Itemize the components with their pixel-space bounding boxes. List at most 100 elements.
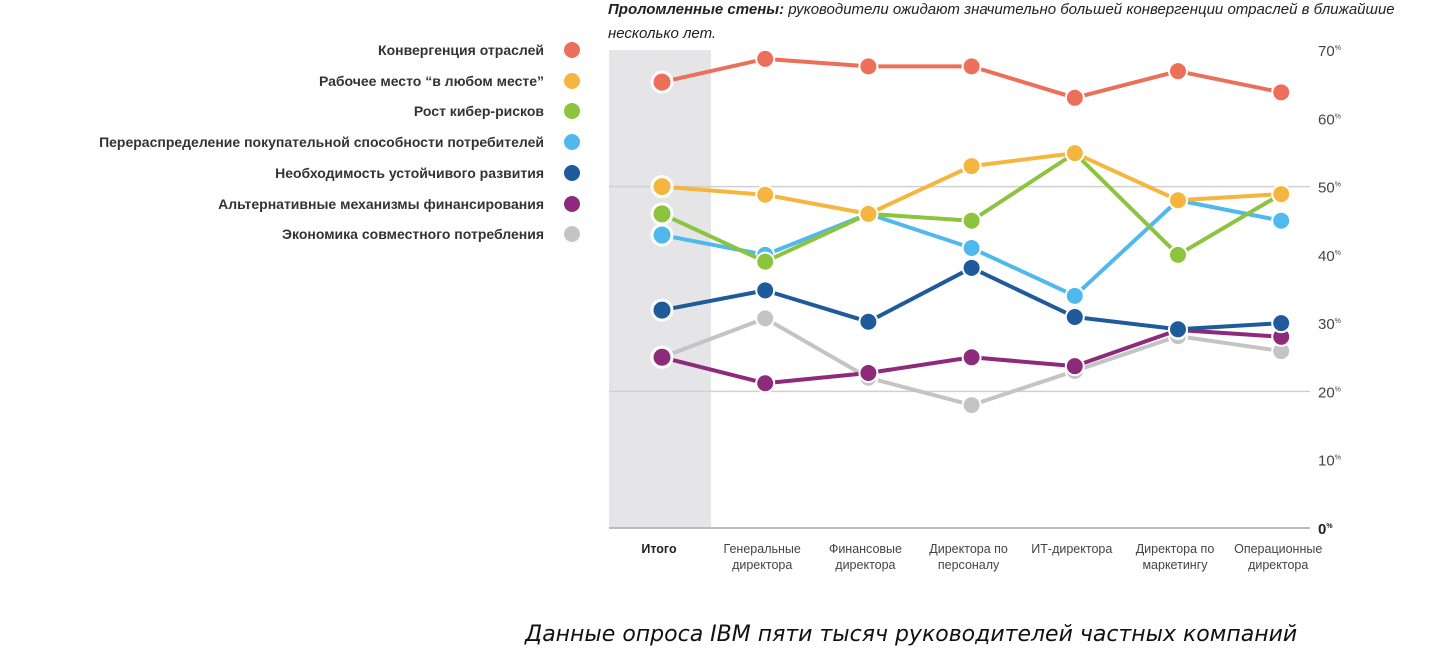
x-tick-label: ИТ-директора <box>1031 542 1112 556</box>
data-point <box>650 223 674 247</box>
x-tick-label-line: Генеральные <box>724 542 801 556</box>
data-point <box>858 362 879 383</box>
data-point <box>961 210 982 231</box>
legend-dot-icon <box>564 72 580 89</box>
y-tick-label: 40% <box>1318 248 1341 265</box>
x-tick-label: Генеральные директора <box>724 542 801 572</box>
chart-title-rest: руководители ожидают значительно большей… <box>608 1 1395 42</box>
data-point <box>650 202 674 226</box>
y-tick-suffix: % <box>1335 182 1341 189</box>
data-point <box>755 184 776 205</box>
legend-dot-icon <box>564 226 580 243</box>
chart-title: Проломленные стены: руководители ожидают… <box>608 0 1428 46</box>
series-3 <box>650 190 1292 306</box>
legend-item: Необходимость устойчивого развития <box>275 163 580 183</box>
data-point <box>961 257 982 278</box>
y-tick-suffix: % <box>1335 45 1341 52</box>
y-tick-label: 50% <box>1318 180 1341 197</box>
y-tick-suffix: % <box>1335 386 1341 393</box>
data-point <box>1271 184 1292 205</box>
data-point <box>1168 319 1188 340</box>
legend-label: Рабочее место “в любом месте” <box>318 72 544 89</box>
x-tick-label-line: директора <box>1248 558 1308 572</box>
data-point <box>1064 306 1085 327</box>
data-point <box>1271 210 1292 231</box>
x-tick-label-line: Директора по <box>929 542 1008 556</box>
series-0 <box>650 48 1292 108</box>
data-point <box>1064 285 1085 306</box>
data-point <box>858 203 879 224</box>
x-tick-label-line: ИТ-директора <box>1031 542 1112 556</box>
y-tick-label: 0% <box>1318 521 1333 538</box>
legend-label: Экономика совместного потребления <box>282 226 544 243</box>
data-point <box>755 48 776 69</box>
x-tick-label-line: персоналу <box>938 558 1000 572</box>
data-point <box>961 56 982 77</box>
series-1 <box>650 143 1292 224</box>
data-point <box>650 298 674 322</box>
data-point <box>755 373 776 394</box>
y-tick-label: 20% <box>1318 384 1341 401</box>
data-point <box>1168 190 1188 211</box>
highlight-band-total <box>609 50 711 528</box>
x-tick-label: Итого <box>641 542 677 556</box>
x-tick-label-line: Итого <box>641 542 677 556</box>
legend-item: Рабочее место “в любом месте” <box>319 71 580 91</box>
data-point <box>1064 356 1085 377</box>
data-point <box>1064 87 1085 108</box>
legend-dot-icon <box>564 103 580 120</box>
x-tick-label: Директора по персоналу <box>929 542 1008 572</box>
legend-item: Конвергенция отраслей <box>378 40 580 60</box>
data-point <box>961 156 982 177</box>
y-tick-label: 10% <box>1318 453 1341 470</box>
data-point <box>961 238 982 259</box>
data-point <box>858 56 879 77</box>
y-tick-suffix: % <box>1335 113 1341 120</box>
y-tick-label: 30% <box>1318 316 1341 333</box>
x-tick-label-line: Финансовые <box>829 542 902 556</box>
legend-item: Экономика совместного потребления <box>282 224 580 244</box>
chart-title-bold: Проломленные стены: <box>608 1 785 18</box>
data-point <box>755 280 776 301</box>
data-point <box>961 347 982 368</box>
series-4 <box>650 257 1292 340</box>
data-point <box>858 311 879 332</box>
legend-label: Перераспределение покупательной способно… <box>99 134 544 151</box>
y-tick-suffix: % <box>1335 318 1341 325</box>
legend-item: Альтернативные механизмы финансирования <box>218 194 580 214</box>
legend-dot-icon <box>564 42 580 58</box>
data-point <box>1064 143 1085 164</box>
legend-dot-icon <box>564 195 580 212</box>
legend-item: Перераспределение покупательной способно… <box>99 132 580 152</box>
x-tick-label: Финансовые директора <box>829 542 902 572</box>
data-point <box>650 175 674 199</box>
data-point <box>1271 82 1292 103</box>
legend-label: Рост кибер-рисков <box>413 103 544 120</box>
legend-label: Необходимость устойчивого развития <box>275 164 544 181</box>
x-tick-label-line: Операционные <box>1234 542 1322 556</box>
x-tick-label-line: Директора по <box>1136 542 1215 556</box>
y-tick-suffix: % <box>1335 455 1341 462</box>
x-tick-label-line: маркетингу <box>1142 558 1208 572</box>
data-point <box>650 70 674 94</box>
caption: Данные опроса IBM пяти тысяч руководител… <box>525 622 1298 647</box>
x-tick-label-line: директора <box>732 558 792 572</box>
legend-dot-icon <box>564 134 580 151</box>
y-tick-label: 60% <box>1318 111 1341 128</box>
data-point <box>961 395 982 416</box>
legend-label: Альтернативные механизмы финансирования <box>218 195 544 212</box>
legend-dot-icon <box>564 164 580 181</box>
data-point <box>755 308 776 329</box>
y-tick-label: 70% <box>1318 43 1341 60</box>
legend-label: Конвергенция отраслей <box>378 42 544 58</box>
data-point <box>1168 244 1188 265</box>
x-tick-label-line: директора <box>835 558 895 572</box>
x-tick-label: Операционные директора <box>1234 542 1322 572</box>
x-tick-label: Директора по маркетингу <box>1136 542 1215 572</box>
y-tick-suffix: % <box>1335 250 1341 257</box>
legend-item: Рост кибер-рисков <box>414 101 580 121</box>
data-point <box>1168 61 1188 82</box>
y-tick-suffix: % <box>1326 523 1333 530</box>
data-point <box>755 251 776 272</box>
